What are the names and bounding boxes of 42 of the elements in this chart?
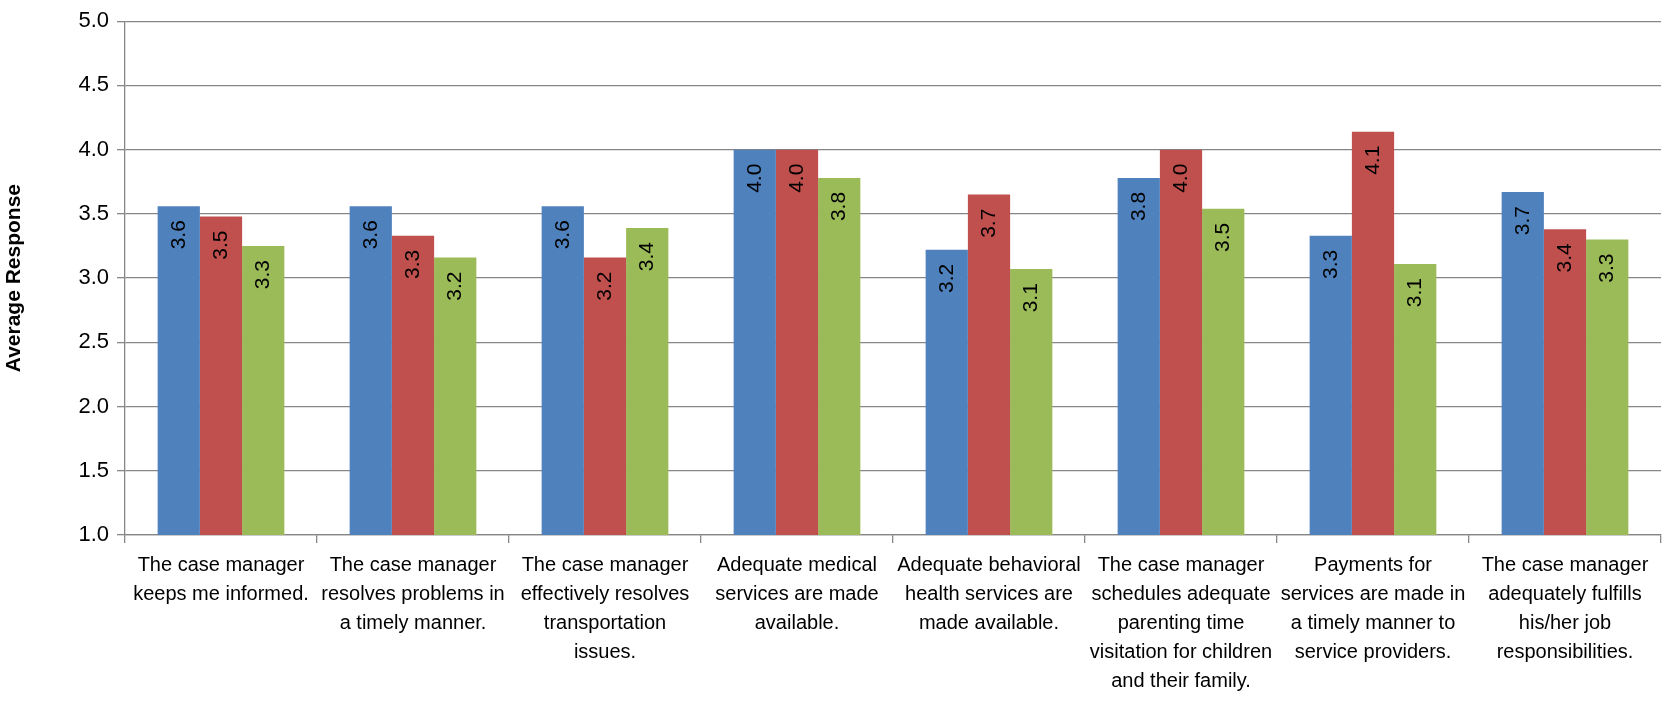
data-label: 3.6 (357, 220, 381, 250)
data-label: 3.1 (1402, 277, 1426, 308)
data-label: 3.2 (591, 271, 615, 301)
data-label: 3.6 (165, 220, 189, 250)
y-tick-label: 2.0 (78, 392, 109, 418)
data-label: 3.7 (1509, 206, 1533, 236)
data-label: 4.1 (1359, 145, 1383, 175)
x-tick-label: The case manager resolves problems in a timely manner. (321, 553, 505, 634)
data-label: 4.0 (783, 163, 807, 193)
x-tick-label: Adequate behavioral health services are made available. (897, 553, 1081, 634)
data-label: 4.0 (1167, 163, 1191, 193)
data-label: 3.5 (1210, 222, 1234, 252)
x-tick-label: The case manager effectively resolves transportation issues. (520, 553, 690, 663)
data-label: 3.5 (207, 230, 231, 260)
data-label: 3.6 (549, 220, 573, 250)
data-label: 3.4 (1551, 242, 1575, 273)
x-tick-label: The case manager schedules adequate parenting time visitation for children and their family. (1089, 553, 1273, 692)
y-tick-label: 1.5 (78, 456, 109, 482)
y-tick-label: 2.5 (78, 328, 109, 354)
data-label: 3.1 (1018, 283, 1042, 313)
data-label: 3.3 (399, 249, 423, 279)
data-label: 3.8 (826, 191, 850, 222)
y-tick-label: 1.0 (78, 521, 109, 547)
y-tick-label: 3.0 (78, 264, 109, 290)
x-tick-label: The case manager adequately fulfills his/her job responsibilities. (1481, 553, 1649, 663)
data-label: 3.3 (250, 259, 274, 290)
data-label: 3.8 (1125, 191, 1149, 222)
y-tick-label: 4.0 (78, 135, 109, 161)
x-tick-label: The case manager keeps me informed. (133, 553, 309, 605)
data-label: 3.7 (975, 208, 999, 238)
y-tick-label: 3.5 (78, 199, 109, 225)
data-label: 3.4 (634, 241, 658, 272)
data-label: 4.0 (741, 163, 765, 193)
x-tick-label: Adequate medical services are made available. (715, 553, 879, 634)
x-tick-label: Payments for services are made in a timely manner to service providers. (1280, 553, 1466, 663)
y-axis-title: Average Response (1, 183, 25, 373)
data-label: 3.2 (442, 271, 466, 301)
data-label: 3.3 (1594, 253, 1618, 283)
y-tick-label: 4.5 (78, 71, 109, 97)
data-label: 3.2 (933, 263, 957, 294)
data-label: 3.3 (1317, 249, 1341, 279)
y-tick-label: 5.0 (78, 7, 109, 33)
